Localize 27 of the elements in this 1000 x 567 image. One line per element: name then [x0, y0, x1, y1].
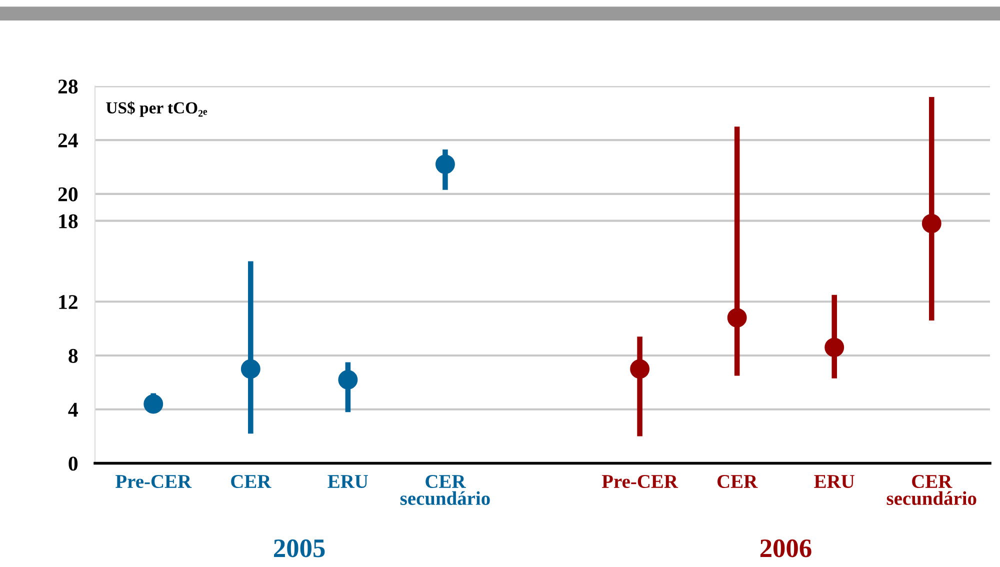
- point: [824, 338, 844, 358]
- x-tick-label: CER secundário: [400, 474, 490, 506]
- y-tick-label: 18: [59, 214, 78, 228]
- point: [727, 308, 747, 328]
- x-tick-label: CER secundário: [886, 474, 976, 506]
- text: 2005: [274, 539, 325, 558]
- x-tick-label: ERU: [814, 475, 854, 488]
- x-tick-label: CER: [717, 474, 758, 488]
- y-tick-label: 28: [58, 80, 78, 94]
- y-axis-title: US$ per tCO₂ₑ: [106, 101, 208, 117]
- y-tick-label: 24: [58, 133, 78, 148]
- x-tick-label: ERU: [328, 475, 368, 488]
- point: [240, 359, 260, 379]
- text: 2006: [760, 539, 812, 558]
- y-tick-label: 0: [68, 456, 78, 471]
- point: [144, 394, 164, 414]
- point: [630, 359, 650, 379]
- y-tick-label: 8: [68, 348, 78, 363]
- point: [435, 154, 455, 174]
- x-tick-label: Pre-CER: [602, 474, 678, 488]
- point: [922, 214, 942, 234]
- x-tick-label: Pre-CER: [116, 474, 192, 488]
- y-tick-label: 4: [68, 402, 78, 417]
- y-tick-label: 12: [59, 295, 78, 309]
- point: [338, 370, 358, 390]
- y-tick-label: 20: [58, 187, 78, 202]
- x-tick-label: CER: [231, 474, 272, 488]
